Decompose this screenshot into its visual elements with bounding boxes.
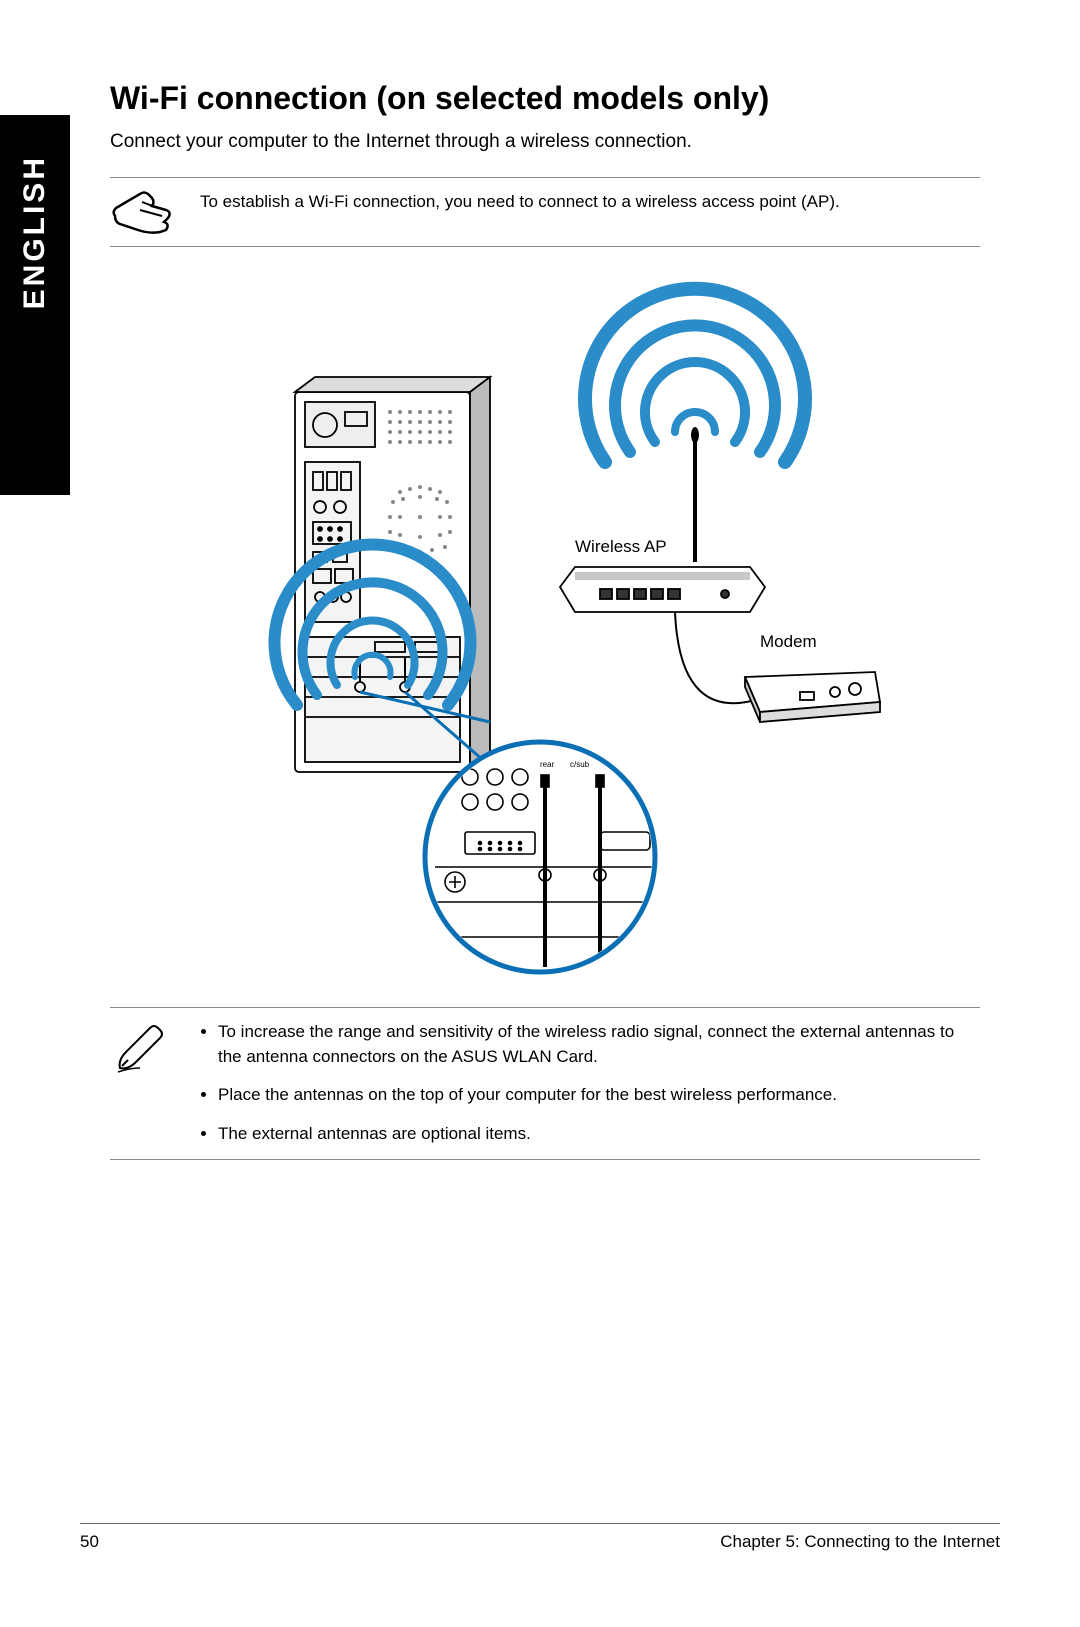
chapter-label: Chapter 5: Connecting to the Internet xyxy=(720,1532,1000,1552)
page-footer: 50 Chapter 5: Connecting to the Internet xyxy=(80,1523,1000,1552)
svg-text:c/sub: c/sub xyxy=(570,760,590,769)
pointing-hand-icon xyxy=(110,188,180,236)
language-tab-label: ENGLISH xyxy=(18,155,52,309)
wifi-diagram: rear c/sub xyxy=(205,277,885,977)
note-bullet: The external antennas are optional items… xyxy=(218,1122,980,1147)
svg-text:rear: rear xyxy=(540,760,555,769)
language-tab: ENGLISH xyxy=(0,115,70,495)
intro-text: Connect your computer to the Internet th… xyxy=(110,131,980,153)
modem-label: Modem xyxy=(760,632,817,652)
note-box-2: To increase the range and sensitivity of… xyxy=(110,1007,980,1160)
page-title: Wi-Fi connection (on selected models onl… xyxy=(110,80,980,117)
note-icon-hand xyxy=(110,184,200,236)
page-content: Wi-Fi connection (on selected models onl… xyxy=(110,80,980,1190)
note-1-text: To establish a Wi-Fi connection, you nee… xyxy=(200,184,980,215)
note-icon-pen xyxy=(110,1014,200,1078)
wireless-ap-label: Wireless AP xyxy=(575,537,667,557)
note-2-text: To increase the range and sensitivity of… xyxy=(200,1014,980,1149)
note-box-1: To establish a Wi-Fi connection, you nee… xyxy=(110,177,980,247)
page-number: 50 xyxy=(80,1532,99,1552)
note-bullet: Place the antennas on the top of your co… xyxy=(218,1083,980,1108)
pen-icon xyxy=(110,1018,170,1078)
note-bullet: To increase the range and sensitivity of… xyxy=(218,1020,980,1069)
